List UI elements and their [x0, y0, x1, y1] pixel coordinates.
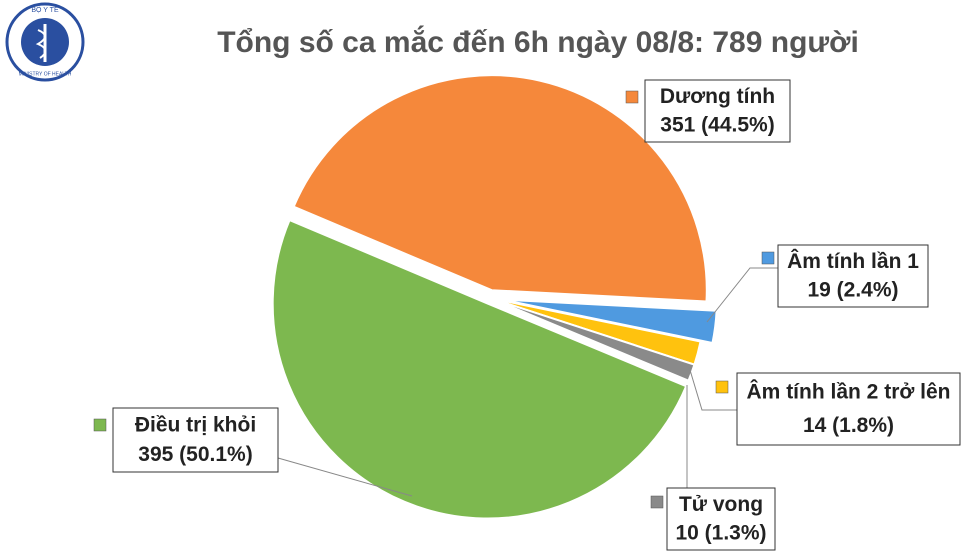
legend-swatch — [650, 495, 664, 509]
logo-bottom: MINISTRY OF HEALTH — [19, 71, 72, 77]
category-label: Tử vong — [679, 493, 763, 516]
leader-line — [689, 369, 737, 411]
pie-slice — [489, 297, 696, 382]
logo-snake — [35, 29, 47, 59]
category-label: Điều trị khỏi — [135, 413, 256, 436]
category-label: Âm tính lần 2 trở lên — [747, 380, 951, 404]
leader-line — [277, 457, 413, 497]
value-label: 10 (1.3%) — [675, 521, 766, 544]
chart-title: Tổng số ca mắc đến 6h ngày 08/8: 789 ngư… — [217, 25, 859, 59]
legend-swatch — [715, 380, 729, 394]
label-box — [777, 244, 929, 308]
label-box — [112, 407, 279, 473]
category-label: Âm tính lần 1 — [787, 249, 919, 273]
leader-line — [706, 267, 778, 323]
value-label: 395 (50.1%) — [138, 443, 252, 466]
value-label: 351 (44.5%) — [660, 113, 774, 136]
value-label: 19 (2.4%) — [807, 278, 898, 301]
pie-slice — [292, 74, 708, 303]
legend-swatch — [93, 418, 107, 432]
pie-slice — [501, 298, 718, 345]
logo: BỘ Y TẾ MINISTRY OF HEALTH — [5, 2, 85, 82]
label-box — [644, 79, 791, 143]
label-box — [666, 487, 776, 551]
pie-slice — [271, 218, 688, 520]
label-box — [736, 372, 961, 446]
legend-swatch — [625, 90, 639, 104]
category-label: Dương tính — [660, 85, 775, 108]
value-label: 14 (1.8%) — [803, 414, 894, 437]
logo-top: BỘ Y TẾ — [31, 4, 59, 14]
legend-swatch — [761, 251, 775, 265]
